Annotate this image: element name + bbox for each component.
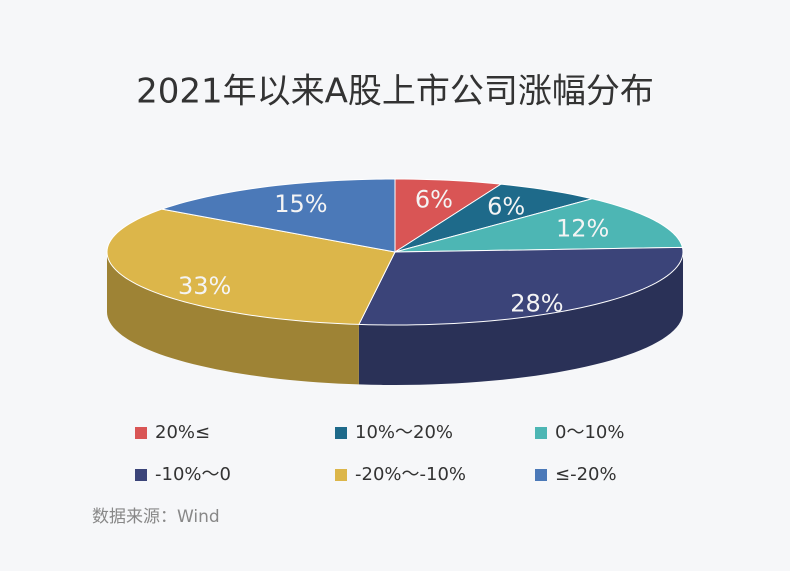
slice-top — [160, 178, 396, 253]
slice-side — [358, 252, 683, 385]
legend-swatch — [135, 427, 147, 439]
slice-top — [394, 183, 593, 253]
source-note: 数据来源：Wind — [92, 507, 220, 527]
legend-label: -10%～0 — [155, 464, 231, 485]
slice-top — [106, 208, 396, 325]
legend-swatch — [135, 469, 147, 481]
legend-swatch — [535, 469, 547, 481]
legend-label: 20%≤ — [155, 422, 210, 443]
legend-label: 10%～20% — [355, 422, 453, 443]
legend-label: ≤-20% — [555, 464, 617, 485]
chart-title: 2021年以来A股上市公司涨幅分布 — [136, 72, 654, 112]
value-label: 28% — [510, 289, 563, 317]
value-label: 12% — [556, 215, 609, 243]
legend-swatch — [335, 427, 347, 439]
slice-top — [358, 246, 684, 326]
value-label: 33% — [178, 272, 231, 300]
legend-label: -20%～-10% — [355, 464, 466, 485]
legend-swatch — [535, 427, 547, 439]
slice-side — [107, 252, 359, 385]
slice-top — [394, 198, 684, 253]
value-label: 6% — [415, 185, 453, 213]
value-label: 6% — [487, 193, 525, 221]
slice-top — [394, 178, 503, 253]
legend-swatch — [335, 469, 347, 481]
value-label: 15% — [274, 190, 327, 218]
legend-label: 0～10% — [555, 422, 624, 443]
